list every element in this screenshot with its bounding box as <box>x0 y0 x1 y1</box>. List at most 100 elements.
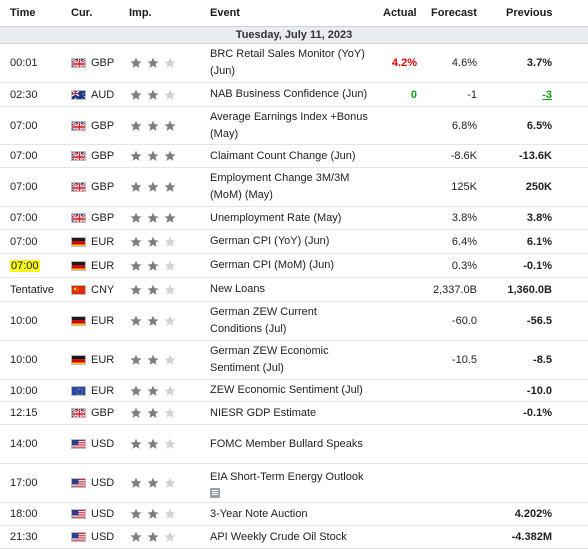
event-name-line: (May) <box>210 127 239 140</box>
flag-cell <box>71 526 87 548</box>
star-empty-icon <box>163 57 177 69</box>
importance-rating <box>129 145 181 167</box>
column-header-previous[interactable]: Previous <box>506 7 553 19</box>
event-forecast: -60.0 <box>451 315 477 327</box>
event-previous-value: 3.7% <box>526 57 552 69</box>
column-header-actual[interactable]: Actual <box>383 7 417 19</box>
date-row: Tuesday, July 11, 2023 <box>0 27 588 44</box>
event-name[interactable]: NIESR GDP Estimate <box>210 402 375 424</box>
star-filled-icon <box>146 260 160 272</box>
event-name[interactable]: Average Earnings Index +Bonus (May) <box>210 107 375 144</box>
column-header-event[interactable]: Event <box>210 7 240 19</box>
star-filled-icon <box>146 181 160 193</box>
event-row[interactable]: 18:00 USD 3-Year Note Auction 4.202% <box>0 503 588 526</box>
importance-rating <box>129 230 181 253</box>
event-row[interactable]: Tentative CNY New Loans 2,337.0B 1,360.0B <box>0 278 588 302</box>
document-icon[interactable] <box>210 487 220 498</box>
event-name[interactable]: German CPI (MoM) (Jun) <box>210 254 375 277</box>
star-filled-icon <box>146 89 160 101</box>
event-actual <box>360 168 417 206</box>
star-filled-icon <box>146 438 160 450</box>
de-flag-icon <box>71 260 86 271</box>
event-name[interactable]: API Weekly Crude Oil Stock <box>210 526 375 548</box>
column-header-forecast[interactable]: Forecast <box>431 7 477 19</box>
event-forecast <box>420 526 477 548</box>
event-name[interactable]: German ZEW Economic Sentiment (Jul) <box>210 341 375 379</box>
event-row[interactable]: 10:00 EUR ZEW Economic Sentiment (Jul) -10.… <box>0 380 588 402</box>
event-name-line: (MoM) (May) <box>210 189 273 201</box>
flag-cell <box>71 83 87 106</box>
star-empty-icon <box>163 315 177 327</box>
event-time-text: 10:00 <box>10 354 38 366</box>
event-row[interactable]: 12:15 GBP NIESR GDP Estimate -0.1% <box>0 402 588 425</box>
event-name[interactable]: Claimant Count Change (Jun) <box>210 145 375 167</box>
column-header-currency[interactable]: Cur. <box>71 7 93 19</box>
event-previous <box>480 464 552 502</box>
event-name[interactable]: BRC Retail Sales Monitor (YoY) (Jun) <box>210 44 375 82</box>
column-header-time[interactable]: Time <box>10 7 36 19</box>
event-actual <box>360 341 417 379</box>
event-actual <box>360 526 417 548</box>
event-row[interactable]: 07:00 EUR German CPI (MoM) (Jun) 0.3% -0.1% <box>0 254 588 278</box>
us-flag-icon <box>71 478 86 488</box>
event-name[interactable]: Employment Change 3M/3M (MoM) (May) <box>210 168 375 206</box>
importance-rating <box>129 402 181 424</box>
column-header-importance[interactable]: Imp. <box>129 7 152 19</box>
event-name[interactable]: EIA Short-Term Energy Outlook <box>210 464 375 502</box>
event-forecast: -8.6K <box>450 150 477 162</box>
event-row[interactable]: 07:00 GBP Unemployment Rate (May) 3.8% 3.8% <box>0 207 588 230</box>
event-row[interactable]: 07:00 GBP Employment Change 3M/3M (MoM) (Ma… <box>0 168 588 207</box>
importance-rating <box>129 464 181 502</box>
event-currency: AUD <box>91 88 115 101</box>
event-previous: -56.5 <box>480 302 552 340</box>
event-time-text: 02:30 <box>10 88 38 101</box>
event-row[interactable]: 07:00 GBP Claimant Count Change (Jun) -8.6K… <box>0 145 588 168</box>
event-time: 07:00 <box>10 168 66 206</box>
event-name[interactable]: German ZEW Current Conditions (Jul) <box>210 302 375 340</box>
event-row[interactable]: 10:00 EUR German ZEW Economic Sentiment (Ju… <box>0 341 588 380</box>
event-row[interactable]: 00:01 GBP BRC Retail Sales Monitor (YoY) (J… <box>0 44 588 83</box>
event-name[interactable]: FOMC Member Bullard Speaks <box>210 425 375 463</box>
event-name[interactable]: German CPI (YoY) (Jun) <box>210 230 375 253</box>
event-forecast <box>420 503 477 525</box>
event-previous: -10.0 <box>480 380 552 401</box>
event-time-text: 14:00 <box>10 438 38 450</box>
star-filled-icon <box>129 120 143 132</box>
event-row[interactable]: 07:00 GBP Average Earnings Index +Bonus (Ma… <box>0 107 588 145</box>
event-row[interactable]: 17:00 USD EIA Short-Term Energy Outlook <box>0 464 588 503</box>
event-previous: -8.5 <box>480 341 552 379</box>
event-time-text: 07:00 <box>10 119 38 132</box>
importance-rating <box>129 425 181 463</box>
event-previous-value: 250K <box>525 181 552 193</box>
event-row[interactable]: 21:30 USD API Weekly Crude Oil Stock -4.382… <box>0 526 588 549</box>
event-previous-value: -4.382M <box>511 531 552 543</box>
event-row[interactable]: 14:00 USD FOMC Member Bullard Speaks <box>0 425 588 464</box>
event-previous-value: -3 <box>542 88 552 101</box>
flag-cell <box>71 107 87 144</box>
event-name[interactable]: NAB Business Confidence (Jun) <box>210 83 375 106</box>
event-name-line: 3-Year Note Auction <box>210 507 308 520</box>
event-name[interactable]: ZEW Economic Sentiment (Jul) <box>210 380 375 401</box>
event-name-line: German ZEW Current <box>210 306 317 318</box>
event-name[interactable]: New Loans <box>210 278 375 301</box>
event-actual <box>360 254 417 277</box>
event-row[interactable]: 02:30 AUD NAB Business Confidence (Jun) 0 -1… <box>0 83 588 107</box>
star-filled-icon <box>129 236 143 248</box>
event-previous <box>480 425 552 463</box>
star-filled-icon <box>163 212 177 224</box>
importance-rating <box>129 278 181 301</box>
event-time-text: 07:00 <box>10 181 38 193</box>
event-row[interactable]: 10:00 EUR German ZEW Current Conditions (Ju… <box>0 302 588 341</box>
event-row[interactable]: 07:00 EUR German CPI (YoY) (Jun) 6.4% 6.1% <box>0 230 588 254</box>
event-time-text: 17:00 <box>10 477 38 489</box>
importance-rating <box>129 44 181 82</box>
event-time-text: 10:00 <box>10 315 38 327</box>
event-name[interactable]: Unemployment Rate (May) <box>210 207 375 229</box>
event-time: 10:00 <box>10 341 66 379</box>
eu-flag-icon <box>71 385 86 396</box>
event-name[interactable]: 3-Year Note Auction <box>210 503 375 525</box>
event-forecast <box>420 402 477 424</box>
event-actual <box>360 402 417 424</box>
event-previous-value: 1,360.0B <box>507 283 552 296</box>
star-filled-icon <box>163 150 177 162</box>
